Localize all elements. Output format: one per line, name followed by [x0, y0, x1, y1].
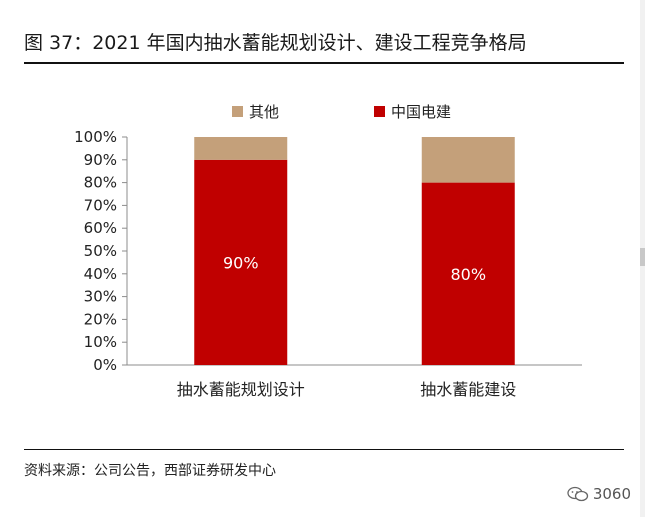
legend-swatch: [374, 106, 385, 117]
y-tick-label: 0%: [93, 356, 117, 374]
legend-label: 其他: [249, 103, 279, 121]
title-rule: [24, 62, 624, 64]
y-tick-label: 100%: [74, 128, 117, 146]
legend-swatch: [232, 106, 243, 117]
watermark: 3060: [567, 485, 631, 503]
y-tick-label: 60%: [84, 219, 117, 237]
figure-title: 图 37：2021 年国内抽水蓄能规划设计、建设工程竞争格局: [24, 32, 527, 54]
bar-segment: [194, 137, 288, 160]
y-tick-label: 90%: [84, 151, 117, 169]
wechat-icon: [567, 486, 588, 502]
y-tick-label: 50%: [84, 242, 117, 260]
bar-segment: [421, 137, 515, 183]
source-rule: [24, 449, 624, 450]
x-category-label: 抽水蓄能规划设计: [177, 380, 305, 399]
bar-segment: [421, 182, 515, 365]
watermark-label: 3060: [592, 485, 631, 503]
scrollbar[interactable]: [640, 0, 645, 517]
y-tick-label: 20%: [84, 310, 117, 328]
y-tick-label: 80%: [84, 174, 117, 192]
y-tick-label: 10%: [84, 333, 117, 351]
y-tick-label: 40%: [84, 265, 117, 283]
x-category-label: 抽水蓄能建设: [420, 380, 516, 399]
bar-data-label: 80%: [450, 265, 486, 284]
figure-source: 资料来源：公司公告，西部证券研发中心: [24, 463, 276, 479]
scrollbar-thumb[interactable]: [640, 248, 645, 266]
y-tick-label: 70%: [84, 196, 117, 214]
y-tick-label: 30%: [84, 288, 117, 306]
bar-segment: [194, 159, 288, 365]
bar-data-label: 90%: [223, 253, 259, 272]
legend-label: 中国电建: [391, 103, 451, 121]
stacked-bar-chart: 其他 中国电建 0% 10% 20% 30% 40% 50% 60% 70% 80% 90% 100% 9…: [74, 103, 582, 399]
